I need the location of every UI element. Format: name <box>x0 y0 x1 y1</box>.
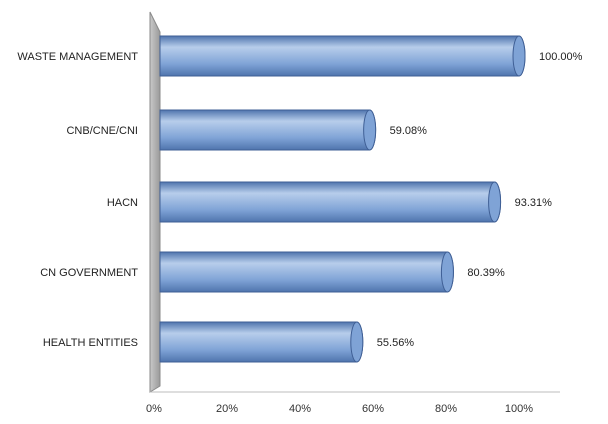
bar <box>159 35 526 77</box>
bar <box>159 251 454 293</box>
wall-side <box>149 11 161 393</box>
x-tick-label: 60% <box>362 403 384 415</box>
x-tick-label: 80% <box>435 403 457 415</box>
bar <box>159 181 502 223</box>
x-tick-label: 40% <box>289 403 311 415</box>
data-label: 80.39% <box>467 267 505 279</box>
category-label: CN GOVERNMENT <box>40 267 138 279</box>
x-tick-label: 0% <box>146 403 162 415</box>
x-axis-ticks: 0% 20% 40% 60% 80% 100% <box>146 403 533 415</box>
data-label: 59.08% <box>390 125 428 137</box>
category-labels: WASTE MANAGEMENT CNB/CNE/CNI HACN CN GOVERN… <box>17 51 138 349</box>
chart-back-wall <box>149 11 560 393</box>
bar-end-cap <box>488 181 502 223</box>
x-tick-label: 100% <box>505 403 533 415</box>
data-label: 93.31% <box>515 197 553 209</box>
x-tick-label: 20% <box>216 403 238 415</box>
category-label: HACN <box>107 197 138 209</box>
category-label: CNB/CNE/CNI <box>66 125 138 137</box>
data-labels: 100.00% 59.08% 93.31% 80.39% 55.56% <box>377 51 583 349</box>
data-label: 55.56% <box>377 337 415 349</box>
bars-layer <box>159 35 526 363</box>
category-label: HEALTH ENTITIES <box>43 337 138 349</box>
bar-end-cap <box>363 109 377 151</box>
bar <box>159 321 364 363</box>
bar-end-cap <box>512 35 526 77</box>
bar-end-cap <box>440 251 454 293</box>
category-label: WASTE MANAGEMENT <box>17 51 138 63</box>
data-label: 100.00% <box>539 51 583 63</box>
bar-end-cap <box>350 321 364 363</box>
bar <box>159 109 377 151</box>
